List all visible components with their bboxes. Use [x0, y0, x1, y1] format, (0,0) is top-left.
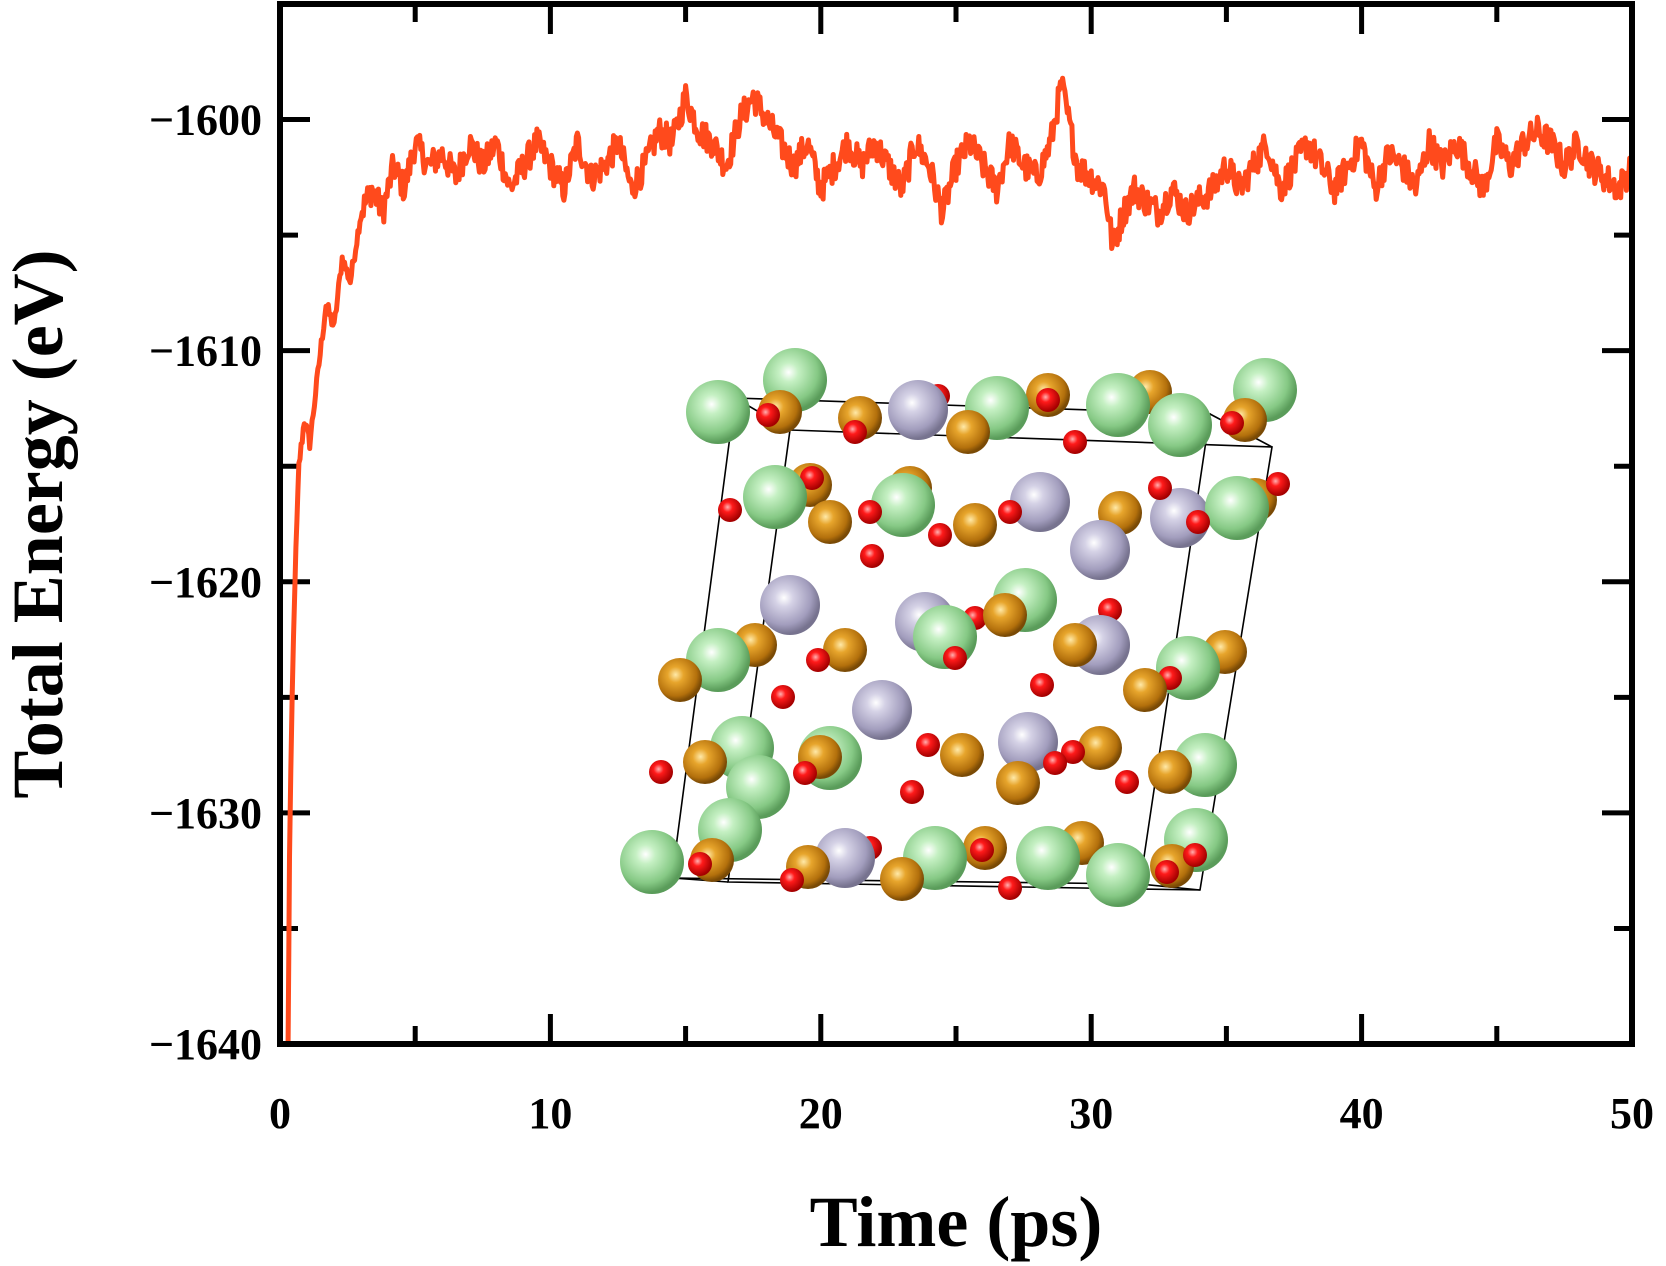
y-tick-label-1640: −1640	[149, 1020, 262, 1069]
y-axis-title: Total Energy (eV)	[0, 249, 78, 798]
crystal-structure-icon	[620, 348, 1297, 907]
x-axis-title: Time (ps)	[810, 1182, 1103, 1262]
x-tick-label-40: 40	[1340, 1089, 1384, 1138]
x-tick-label-0: 0	[269, 1089, 291, 1138]
x-tick-label-30: 30	[1069, 1089, 1113, 1138]
y-tick-label-1610: −1610	[149, 327, 262, 376]
x-tick-labels: 0 10 20 30 40 50	[269, 1089, 1654, 1138]
y-tick-label-1630: −1630	[149, 789, 262, 838]
y-tick-label-1600: −1600	[149, 96, 262, 145]
plot-frame-top	[277, 1, 1635, 1047]
x-tick-label-20: 20	[799, 1089, 843, 1138]
y-tick-label-1620: −1620	[149, 558, 262, 607]
total-energy-line	[285, 75, 1635, 1042]
x-tick-label-50: 50	[1610, 1089, 1654, 1138]
x-tick-label-10: 10	[528, 1089, 572, 1138]
y-tick-labels: −1640 −1630 −1620 −1610 −1600	[149, 96, 262, 1069]
